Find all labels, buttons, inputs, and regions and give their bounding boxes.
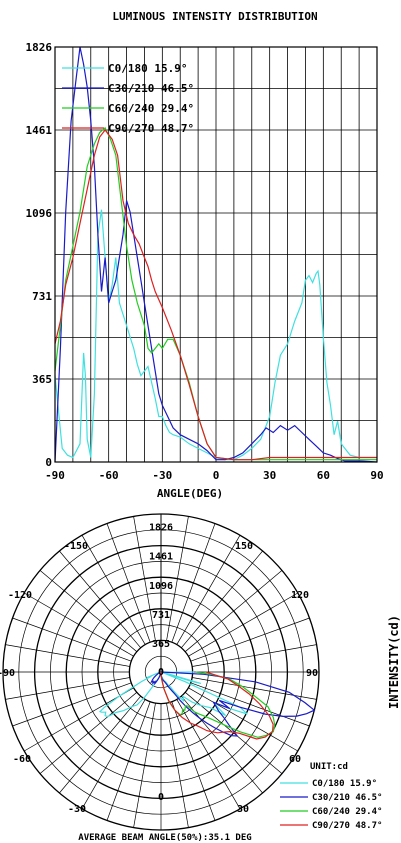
polar-angle-label: -150 <box>64 541 88 552</box>
polar-spoke <box>184 570 283 652</box>
polar-grid <box>2 513 320 831</box>
polar-spoke <box>166 516 189 641</box>
polar-spoke <box>12 682 132 727</box>
polar-angle-label: 150 <box>235 541 253 552</box>
legend-label: C90/270 48.7° <box>108 122 194 135</box>
polar-spoke <box>192 677 317 700</box>
polar-spoke <box>171 523 216 643</box>
polar-spoke <box>190 682 310 727</box>
polar-spoke <box>39 570 138 652</box>
x-tick-label: 30 <box>263 469 276 482</box>
x-tick-label: -60 <box>99 469 119 482</box>
polar-spoke <box>181 550 263 649</box>
polar-series-lines <box>98 671 316 740</box>
series-line-1 <box>54 46 378 463</box>
polar-spoke <box>59 550 141 649</box>
polar-legend-label: C90/270 48.7° <box>312 821 382 831</box>
polar-spoke <box>188 687 298 752</box>
polar-spoke <box>176 535 241 645</box>
polar-angle-label: 0 <box>158 792 164 803</box>
legend-label: C60/240 29.4° <box>108 102 194 115</box>
polar-series-3 <box>158 671 274 740</box>
legend-label: C30/210 46.5° <box>108 82 194 95</box>
x-tick-label: -90 <box>45 469 65 482</box>
series-line-3 <box>54 129 377 461</box>
polar-spoke <box>106 523 151 643</box>
polar-angle-label: -90 <box>0 668 15 679</box>
polar-angle-label: -120 <box>8 590 32 601</box>
polar-angle-label: -30 <box>68 804 86 815</box>
polar-spoke <box>133 516 156 641</box>
polar-spoke <box>190 617 310 662</box>
polar-radial-label: 365 <box>152 639 170 650</box>
polar-spoke <box>59 695 141 794</box>
polar-unit-label: UNIT:cd <box>310 762 348 772</box>
x-tick-label: 0 <box>213 469 220 482</box>
polar-side-label: INTENSITY(cd) <box>387 615 401 709</box>
chart-grid <box>54 46 378 463</box>
polar-radial-label: 1826 <box>149 523 173 534</box>
chart-legend: C0/180 15.9° C30/210 46.5° C60/240 29.4° C9… <box>62 62 194 135</box>
polar-angle-label: 120 <box>291 590 309 601</box>
polar-spoke <box>171 701 216 821</box>
polar-radial-label: 1461 <box>149 552 173 563</box>
y-tick-label: 731 <box>32 290 52 303</box>
x-tick-label: 60 <box>317 469 330 482</box>
polar-spoke <box>106 701 151 821</box>
polar-radial-label: 731 <box>152 610 170 621</box>
chart-frame <box>54 46 378 463</box>
y-tick-label: 1461 <box>26 124 53 137</box>
x-tick-label: -30 <box>152 469 172 482</box>
polar-legend: C0/180 15.9° C30/210 46.5° C60/240 29.4° C9… <box>280 779 382 831</box>
polar-spoke <box>81 535 146 645</box>
chart-tick-labels: -90 -60 -30 0 30 60 90 0 365 731 1096 1461 1826 <box>26 41 384 482</box>
polar-radial-label: 1096 <box>149 581 173 592</box>
polar-radial-label: 0 <box>158 667 164 678</box>
polar-spoke <box>166 703 189 828</box>
polar-spoke <box>192 644 317 667</box>
polar-spoke <box>176 699 241 809</box>
polar-angle-label: 90 <box>306 668 318 679</box>
series-line-0 <box>54 209 377 461</box>
legend-label: C0/180 15.9° <box>108 62 187 75</box>
polar-spoke <box>12 617 132 662</box>
polar-spoke <box>5 677 130 700</box>
x-tick-label: 90 <box>370 469 383 482</box>
polar-spoke <box>24 687 134 752</box>
x-axis-label: ANGLE(DEG) <box>157 487 223 500</box>
polar-angle-label: -60 <box>13 754 31 765</box>
polar-angle-label: 30 <box>237 804 249 815</box>
polar-spoke <box>188 592 298 657</box>
chart-title: LUMINOUS INTENSITY DISTRIBUTION <box>112 10 317 23</box>
polar-spoke <box>81 699 146 809</box>
polar-spoke <box>133 703 156 828</box>
polar-legend-label: C0/180 15.9° <box>312 779 377 789</box>
y-tick-label: 365 <box>32 373 52 386</box>
y-tick-label: 1096 <box>26 207 53 220</box>
chart-series-lines <box>54 46 378 463</box>
polar-footer: AVERAGE BEAM ANGLE(50%):35.1 DEG <box>78 833 251 843</box>
polar-angle-label: 60 <box>289 754 301 765</box>
polar-spoke <box>39 692 138 774</box>
polar-series-0 <box>98 671 248 718</box>
polar-legend-label: C30/210 46.5° <box>312 793 382 803</box>
y-tick-label: 0 <box>45 456 52 469</box>
y-tick-label: 1826 <box>26 41 53 54</box>
polar-spoke <box>24 592 134 657</box>
polar-spoke <box>5 644 130 667</box>
polar-legend-label: C60/240 29.4° <box>312 807 382 817</box>
polar-labels: -150 150 -120 120 -90 90 -60 60 -30 30 0 1826 1461 10… <box>0 523 318 815</box>
